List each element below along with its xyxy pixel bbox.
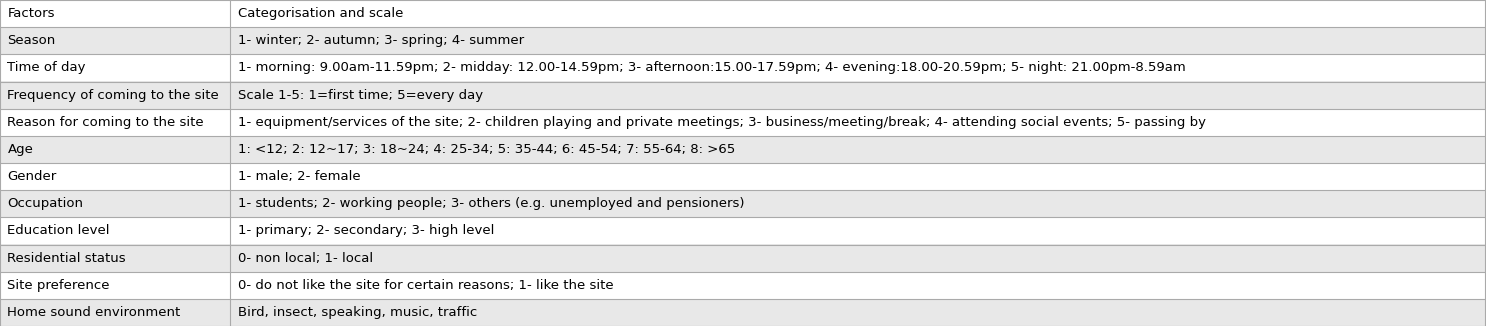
Bar [0, 109, 230, 136]
Text: Gender: Gender [7, 170, 56, 183]
Text: Scale 1-5: 1=first time; 5=every day: Scale 1-5: 1=first time; 5=every day [238, 89, 483, 102]
Bar [230, 27, 1486, 54]
Text: Time of day: Time of day [7, 61, 86, 74]
Text: Bird, insect, speaking, music, traffic: Bird, insect, speaking, music, traffic [238, 306, 477, 319]
Text: Occupation: Occupation [7, 197, 83, 210]
Bar [230, 190, 1486, 217]
Text: Residential status: Residential status [7, 252, 126, 265]
Text: Frequency of coming to the site: Frequency of coming to the site [7, 89, 218, 102]
Bar [230, 244, 1486, 272]
Bar [0, 0, 230, 27]
Text: Home sound environment: Home sound environment [7, 306, 181, 319]
Bar [230, 272, 1486, 299]
Text: 1- morning: 9.00am-11.59pm; 2- midday: 12.00-14.59pm; 3- afternoon:15.00-17.59pm: 1- morning: 9.00am-11.59pm; 2- midday: 1… [238, 61, 1186, 74]
Text: Education level: Education level [7, 224, 110, 237]
Bar [0, 299, 230, 326]
Text: 0- non local; 1- local: 0- non local; 1- local [238, 252, 373, 265]
Bar [230, 82, 1486, 109]
Text: Site preference: Site preference [7, 279, 110, 292]
Text: Factors: Factors [7, 7, 55, 20]
Text: 0- do not like the site for certain reasons; 1- like the site: 0- do not like the site for certain reas… [238, 279, 614, 292]
Bar [0, 136, 230, 163]
Bar [0, 190, 230, 217]
Text: 1- equipment/services of the site; 2- children playing and private meetings; 3- : 1- equipment/services of the site; 2- ch… [238, 116, 1205, 129]
Bar [0, 163, 230, 190]
Text: Reason for coming to the site: Reason for coming to the site [7, 116, 204, 129]
Bar [0, 54, 230, 82]
Bar [230, 163, 1486, 190]
Text: 1- male; 2- female: 1- male; 2- female [238, 170, 360, 183]
Text: 1- winter; 2- autumn; 3- spring; 4- summer: 1- winter; 2- autumn; 3- spring; 4- summ… [238, 34, 523, 47]
Bar [230, 136, 1486, 163]
Bar [0, 217, 230, 244]
Text: 1- students; 2- working people; 3- others (e.g. unemployed and pensioners): 1- students; 2- working people; 3- other… [238, 197, 744, 210]
Bar [230, 217, 1486, 244]
Bar [0, 272, 230, 299]
Bar [230, 109, 1486, 136]
Text: Age: Age [7, 143, 33, 156]
Bar [0, 27, 230, 54]
Text: Season: Season [7, 34, 55, 47]
Bar [0, 244, 230, 272]
Bar [0, 82, 230, 109]
Text: 1- primary; 2- secondary; 3- high level: 1- primary; 2- secondary; 3- high level [238, 224, 493, 237]
Bar [230, 0, 1486, 27]
Bar [230, 54, 1486, 82]
Bar [230, 299, 1486, 326]
Text: 1: <12; 2: 12~17; 3: 18~24; 4: 25-34; 5: 35-44; 6: 45-54; 7: 55-64; 8: >65: 1: <12; 2: 12~17; 3: 18~24; 4: 25-34; 5:… [238, 143, 736, 156]
Text: Categorisation and scale: Categorisation and scale [238, 7, 403, 20]
